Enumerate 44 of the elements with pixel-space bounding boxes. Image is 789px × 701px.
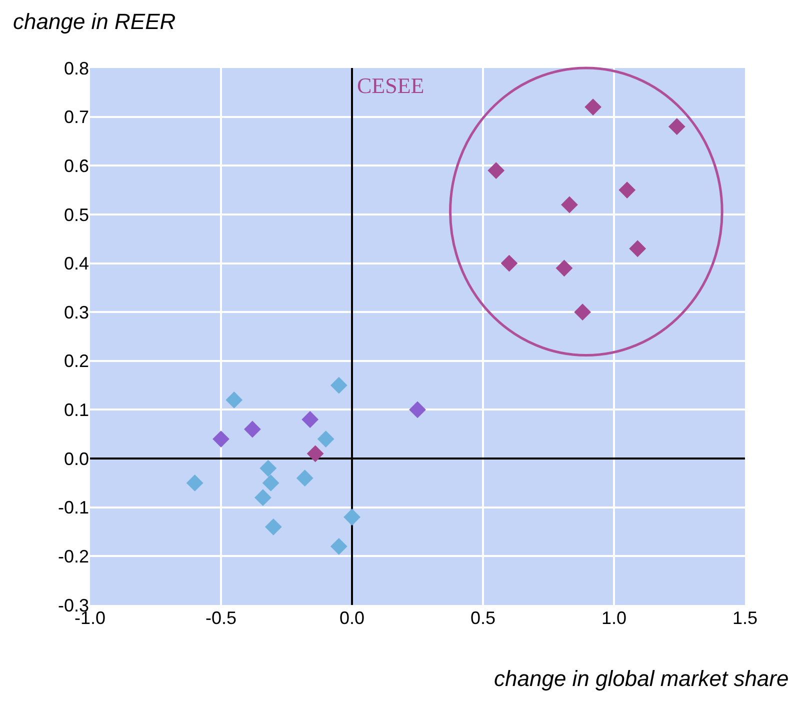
- point: [561, 196, 578, 214]
- point: [668, 118, 686, 136]
- point: [317, 430, 334, 448]
- point: [262, 474, 280, 492]
- point: [409, 401, 426, 418]
- point: [254, 489, 272, 506]
- x-tick-label: 1.0: [601, 608, 627, 628]
- point: [344, 508, 360, 526]
- y-axis-title: change in REER: [13, 9, 176, 34]
- point: [556, 260, 573, 277]
- y-tick-label: 0.7: [64, 107, 89, 128]
- y-tick-label: 0.5: [64, 204, 89, 225]
- y-tick-label: 0.6: [64, 156, 89, 176]
- point: [186, 474, 204, 492]
- point: [629, 240, 646, 258]
- point: [302, 411, 319, 428]
- point: [330, 538, 348, 555]
- point: [574, 304, 592, 321]
- y-tick-label: 0.8: [64, 58, 89, 78]
- point: [264, 518, 282, 536]
- point: [212, 430, 230, 448]
- point: [260, 460, 277, 477]
- y-tick-label: 0.0: [64, 448, 89, 469]
- x-axis-title: change in global market share: [494, 666, 789, 691]
- x-tick-label: -0.5: [205, 608, 237, 628]
- point: [488, 162, 505, 179]
- y-tick-label: 0.4: [64, 254, 89, 274]
- point: [330, 376, 348, 394]
- y-tick-label: 0.1: [64, 400, 89, 420]
- point: [500, 254, 518, 272]
- point: [618, 182, 636, 198]
- point: [306, 445, 324, 462]
- x-tick-label: 1.5: [732, 608, 758, 628]
- point: [584, 98, 602, 116]
- y-tick-label: -0.1: [58, 498, 89, 518]
- point: [296, 470, 314, 487]
- point: [226, 392, 243, 408]
- y-tick-label: -0.2: [58, 546, 89, 566]
- x-tick-label: 0.5: [470, 608, 496, 628]
- x-tick-label: 0.0: [339, 608, 365, 628]
- point: [244, 420, 261, 438]
- y-tick-label: 0.3: [64, 302, 89, 322]
- annotation: CESEE: [357, 73, 424, 98]
- y-tick-label: 0.2: [64, 351, 89, 372]
